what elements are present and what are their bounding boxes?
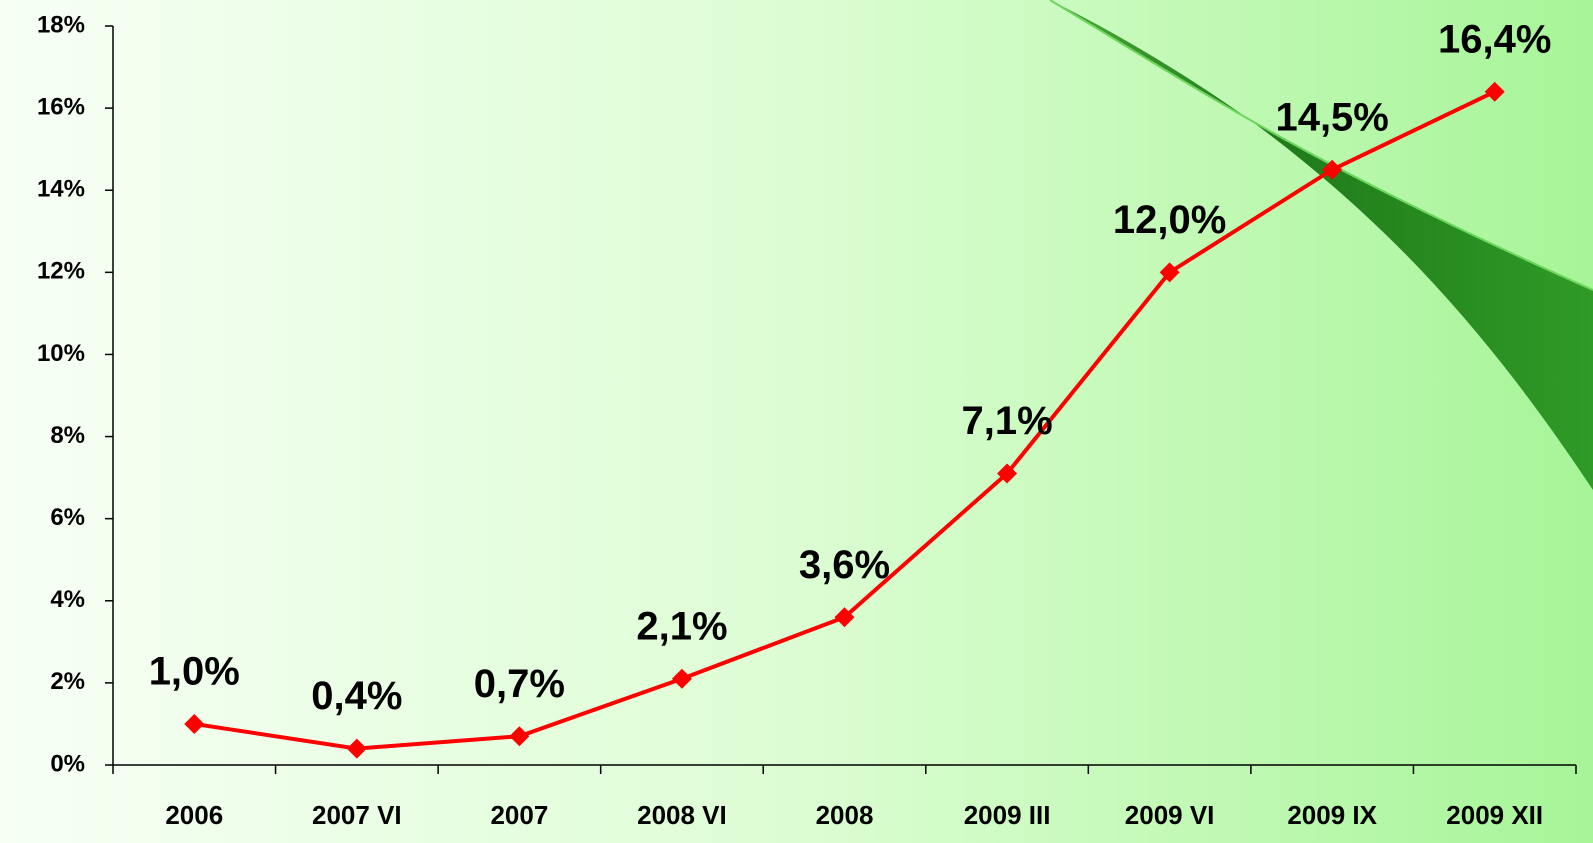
chart: 0% 2% 4% 6% 8% 10% 12% 14% 16% 18% 2006 2007 VI 2007… bbox=[0, 0, 1593, 843]
data-label: 0,4% bbox=[311, 674, 402, 718]
x-tick-label: 2006 bbox=[165, 800, 223, 830]
x-tick-label: 2008 VI bbox=[637, 800, 727, 830]
x-tick-label: 2009 VI bbox=[1125, 800, 1215, 830]
y-tick-label: 4% bbox=[50, 586, 85, 613]
x-tick-label: 2009 XII bbox=[1446, 800, 1543, 830]
y-tick-label: 6% bbox=[50, 504, 85, 531]
x-tick-label: 2009 IX bbox=[1287, 800, 1377, 830]
data-label: 3,6% bbox=[799, 543, 890, 587]
y-tick-label: 18% bbox=[37, 11, 85, 38]
y-tick-label: 0% bbox=[50, 750, 85, 777]
data-label: 12,0% bbox=[1113, 198, 1226, 242]
data-label: 7,1% bbox=[961, 399, 1052, 443]
y-tick-label: 16% bbox=[37, 93, 85, 120]
y-tick-label: 8% bbox=[50, 422, 85, 449]
y-tick-label: 2% bbox=[50, 668, 85, 695]
data-label: 16,4% bbox=[1438, 17, 1551, 61]
data-label: 0,7% bbox=[474, 662, 565, 706]
data-label: 14,5% bbox=[1275, 95, 1388, 139]
y-tick-label: 12% bbox=[37, 258, 85, 285]
x-tick-label: 2007 bbox=[490, 800, 548, 830]
x-tick-label: 2007 VI bbox=[312, 800, 402, 830]
data-label: 1,0% bbox=[149, 650, 240, 694]
x-tick-label: 2009 III bbox=[964, 800, 1051, 830]
x-tick-label: 2008 bbox=[816, 800, 874, 830]
data-label: 2,1% bbox=[636, 604, 727, 648]
y-tick-label: 14% bbox=[37, 176, 85, 203]
y-tick-label: 10% bbox=[37, 340, 85, 367]
